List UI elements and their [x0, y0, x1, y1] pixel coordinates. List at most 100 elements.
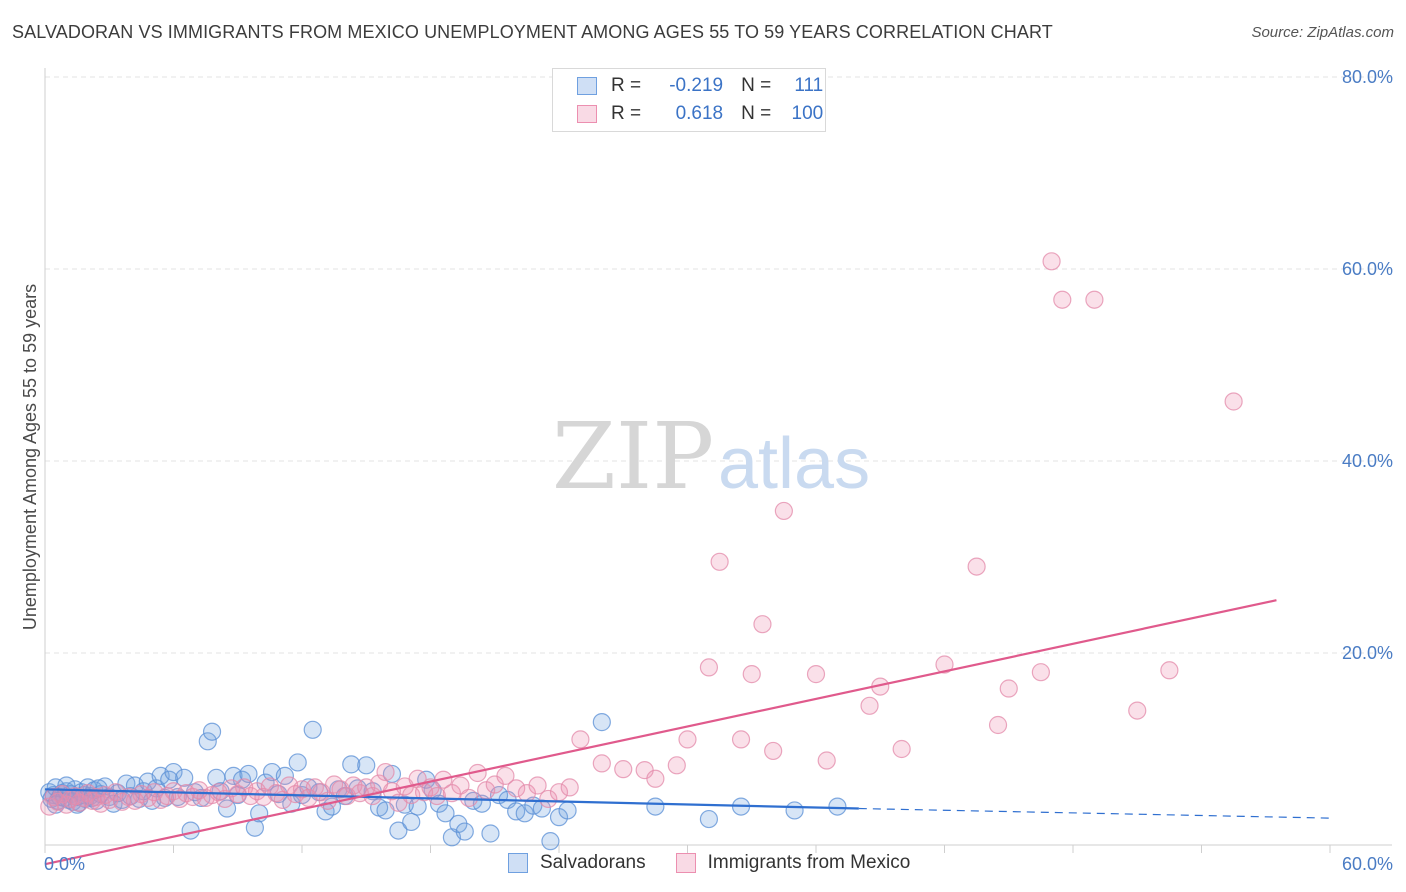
mexico-point: [806, 665, 826, 684]
mexico-trend-line: [44, 599, 1277, 866]
mexico-point: [753, 615, 772, 634]
mexico-point: [967, 557, 986, 576]
legend-r-label: R =: [611, 75, 642, 96]
mexico-point: [1042, 252, 1061, 271]
salvadorans-point: [288, 753, 307, 772]
legend: R = -0.219 N = 111 R = 0.618 N = 100: [552, 68, 826, 132]
bottom-legend-item-mexico: Immigrants from Mexico: [675, 852, 911, 874]
mexico-point: [935, 655, 954, 674]
legend-row-salvadorans: R = -0.219 N = 111: [577, 73, 823, 99]
salvadorans-point: [202, 722, 222, 741]
mexico-point: [710, 552, 729, 571]
mexico-point: [1031, 663, 1050, 682]
y-axis-label: Unemployment Among Ages 55 to 59 years: [20, 284, 40, 630]
salvadorans-point: [699, 809, 719, 829]
salvadorans-point: [828, 797, 847, 816]
bottom-legend-label-salvadorans: Salvadorans: [540, 852, 646, 873]
salvadorans-point: [481, 824, 500, 843]
mexico-point: [451, 776, 470, 795]
x-tick-label: 60.0%: [1342, 854, 1393, 874]
mexico-point: [427, 786, 447, 806]
y-tick-label: 40.0%: [1342, 451, 1393, 471]
salvadorans-point: [592, 713, 611, 732]
tick-labels: 20.0% 40.0% 60.0% 80.0% 0.0% 60.0%: [44, 67, 1393, 874]
x-tick-label: 0.0%: [44, 854, 85, 874]
mexico-point: [988, 715, 1008, 735]
mexico-point: [678, 730, 697, 749]
mexico-point: [1160, 661, 1179, 680]
salvadorans-point: [541, 832, 560, 851]
mexico-point: [742, 665, 761, 684]
salvadorans-point: [402, 812, 421, 832]
salvadorans-trend-extension: [858, 807, 1331, 819]
salvadorans-point: [198, 732, 217, 751]
mexico-point: [817, 751, 836, 770]
legend-swatch-mexico: [577, 105, 597, 123]
mexico-point: [1053, 290, 1072, 309]
salvadorans-point: [455, 822, 474, 841]
salvadorans-point: [389, 821, 408, 840]
salvadorans-point: [342, 755, 361, 774]
bottom-legend-item-salvadorans: Salvadorans: [508, 852, 646, 874]
watermark-atlas: atlas: [718, 424, 870, 504]
legend-n-value: 111: [794, 75, 824, 96]
legend-r-label: R =: [611, 103, 642, 124]
axes: [44, 68, 1392, 853]
chart-title: SALVADORAN VS IMMIGRANTS FROM MEXICO UNE…: [12, 22, 1053, 42]
mexico-point: [1085, 290, 1104, 309]
watermark-zip: ZIP: [552, 403, 714, 510]
watermark: ZIP atlas: [552, 403, 870, 510]
mexico-point: [459, 788, 479, 808]
legend-swatch-salvadorans: [577, 77, 597, 95]
salvadorans-point: [164, 762, 183, 782]
mexico-point: [731, 730, 751, 749]
mexico-point: [774, 501, 793, 521]
salvadorans-point: [357, 756, 376, 775]
mexico-point: [1128, 701, 1147, 720]
mexico-point: [999, 679, 1018, 698]
data-points: [40, 252, 1243, 851]
bottom-legend-swatch-mexico: [675, 853, 696, 873]
mexico-point: [91, 794, 110, 813]
mexico-point: [528, 776, 547, 795]
bottom-legend: Salvadorans Immigrants from Mexico: [508, 852, 940, 874]
mexico-point: [764, 741, 783, 761]
salvadorans-trend-line: [44, 788, 859, 810]
salvadorans-point: [558, 801, 577, 820]
salvadorans-point: [239, 764, 258, 784]
y-tick-label: 80.0%: [1342, 67, 1393, 87]
mexico-point: [614, 760, 633, 779]
mexico-point: [496, 766, 515, 785]
salvadorans-point: [175, 768, 194, 787]
legend-n-label: N =: [741, 75, 772, 96]
mexico-point: [539, 789, 558, 809]
salvadorans-point: [303, 720, 322, 739]
legend-n-value: 100: [791, 103, 824, 124]
mexico-point: [1224, 392, 1243, 411]
mexico-point: [667, 756, 686, 775]
bottom-legend-swatch-salvadorans: [508, 853, 528, 873]
mexico-point: [646, 769, 665, 788]
mexico-point: [892, 739, 911, 759]
legend-row-mexico: R = 0.618 N = 100: [577, 101, 823, 127]
mexico-point: [592, 754, 611, 773]
source-label: Source: ZipAtlas.com: [1251, 24, 1394, 41]
salvadorans-point: [436, 804, 455, 823]
mexico-point: [560, 778, 579, 797]
y-tick-label: 60.0%: [1342, 259, 1393, 279]
mexico-point: [571, 730, 590, 749]
mexico-point: [376, 762, 395, 782]
salvadorans-point: [646, 797, 665, 816]
salvadorans-point: [275, 766, 294, 785]
bottom-legend-label-mexico: Immigrants from Mexico: [707, 852, 911, 873]
mexico-point: [699, 658, 719, 677]
salvadorans-point: [785, 801, 804, 820]
legend-r-value: 0.618: [675, 103, 724, 124]
trend-lines: [44, 599, 1331, 866]
legend-n-label: N =: [741, 103, 772, 124]
y-tick-label: 20.0%: [1342, 643, 1393, 663]
legend-r-value: -0.219: [669, 75, 724, 96]
mexico-point: [507, 779, 526, 798]
mexico-point: [860, 696, 879, 715]
